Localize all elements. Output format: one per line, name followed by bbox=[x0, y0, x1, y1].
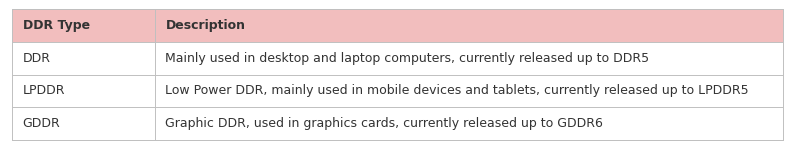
Text: DDR: DDR bbox=[23, 52, 51, 65]
Text: Mainly used in desktop and laptop computers, currently released up to DDR5: Mainly used in desktop and laptop comput… bbox=[165, 52, 650, 65]
Bar bbox=[154, 9, 783, 42]
Bar bbox=[154, 74, 783, 107]
Bar bbox=[154, 107, 783, 140]
Bar bbox=[12, 42, 154, 74]
Bar bbox=[12, 9, 154, 42]
Text: LPDDR: LPDDR bbox=[23, 84, 65, 97]
Text: Graphic DDR, used in graphics cards, currently released up to GDDR6: Graphic DDR, used in graphics cards, cur… bbox=[165, 117, 603, 130]
Text: GDDR: GDDR bbox=[23, 117, 60, 130]
Bar bbox=[12, 74, 154, 107]
Text: DDR Type: DDR Type bbox=[23, 19, 90, 32]
Bar bbox=[12, 107, 154, 140]
Text: Low Power DDR, mainly used in mobile devices and tablets, currently released up : Low Power DDR, mainly used in mobile dev… bbox=[165, 84, 749, 97]
Text: Description: Description bbox=[165, 19, 246, 32]
Bar bbox=[154, 42, 783, 74]
